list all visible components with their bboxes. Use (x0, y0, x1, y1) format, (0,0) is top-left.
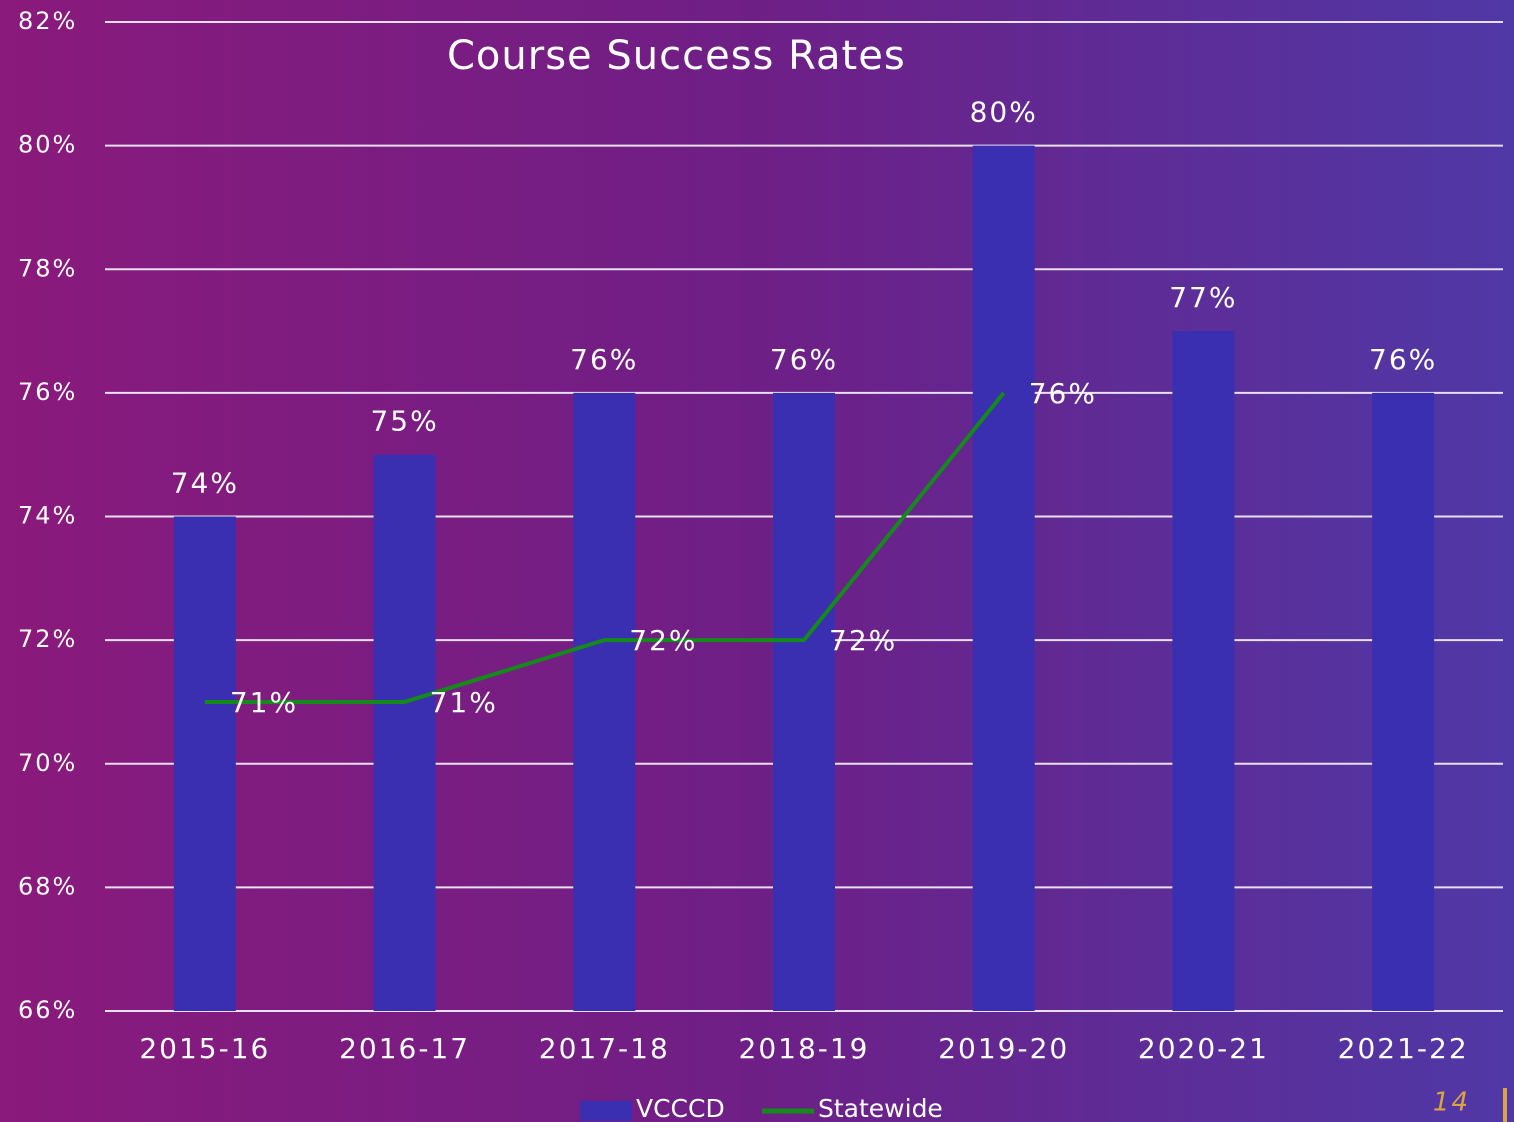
y-tick-label: 80% (18, 131, 77, 159)
bar (1172, 331, 1235, 1011)
y-tick-label: 74% (18, 502, 77, 530)
y-tick-label: 76% (18, 378, 77, 406)
data-label: 72% (829, 624, 897, 657)
x-tick-label: 2021-22 (1338, 1032, 1469, 1065)
page-accent (1503, 1088, 1507, 1122)
x-tick-label: 2020-21 (1138, 1032, 1269, 1065)
x-tick-label: 2017-18 (539, 1032, 670, 1065)
data-label: 76% (1369, 343, 1437, 376)
data-label: 76% (570, 343, 638, 376)
legend-label: VCCCD (636, 1094, 725, 1122)
y-tick-label: 82% (18, 7, 77, 35)
chart-title: Course Success Rates (447, 33, 906, 79)
data-label: 72% (629, 624, 697, 657)
legend-label: Statewide (818, 1094, 943, 1122)
data-label: 71% (430, 686, 498, 719)
line (204, 391, 1006, 704)
legend-swatch (580, 1101, 632, 1121)
data-label: 75% (370, 405, 438, 438)
data-label: 74% (171, 467, 239, 500)
data-label: 71% (230, 686, 298, 719)
x-tick-label: 2019-20 (938, 1032, 1069, 1065)
x-tick-label: 2015-16 (139, 1032, 270, 1065)
bar (773, 392, 835, 1011)
y-tick-label: 68% (18, 872, 77, 900)
bar (1372, 392, 1435, 1011)
bar (173, 516, 236, 1011)
data-label: 76% (770, 343, 838, 376)
y-tick-label: 70% (18, 749, 77, 777)
y-tick-label: 66% (18, 996, 77, 1024)
bar (972, 145, 1035, 1011)
bar (573, 392, 636, 1011)
y-tick-label: 78% (18, 254, 77, 282)
y-tick-label: 72% (18, 625, 77, 653)
data-label: 80% (970, 96, 1038, 129)
bar (373, 454, 436, 1011)
x-tick-label: 2016-17 (339, 1032, 470, 1065)
data-label: 77% (1169, 281, 1237, 314)
x-tick-label: 2018-19 (739, 1032, 870, 1065)
data-label: 76% (1029, 377, 1097, 410)
page-number: 14 (1433, 1088, 1470, 1118)
